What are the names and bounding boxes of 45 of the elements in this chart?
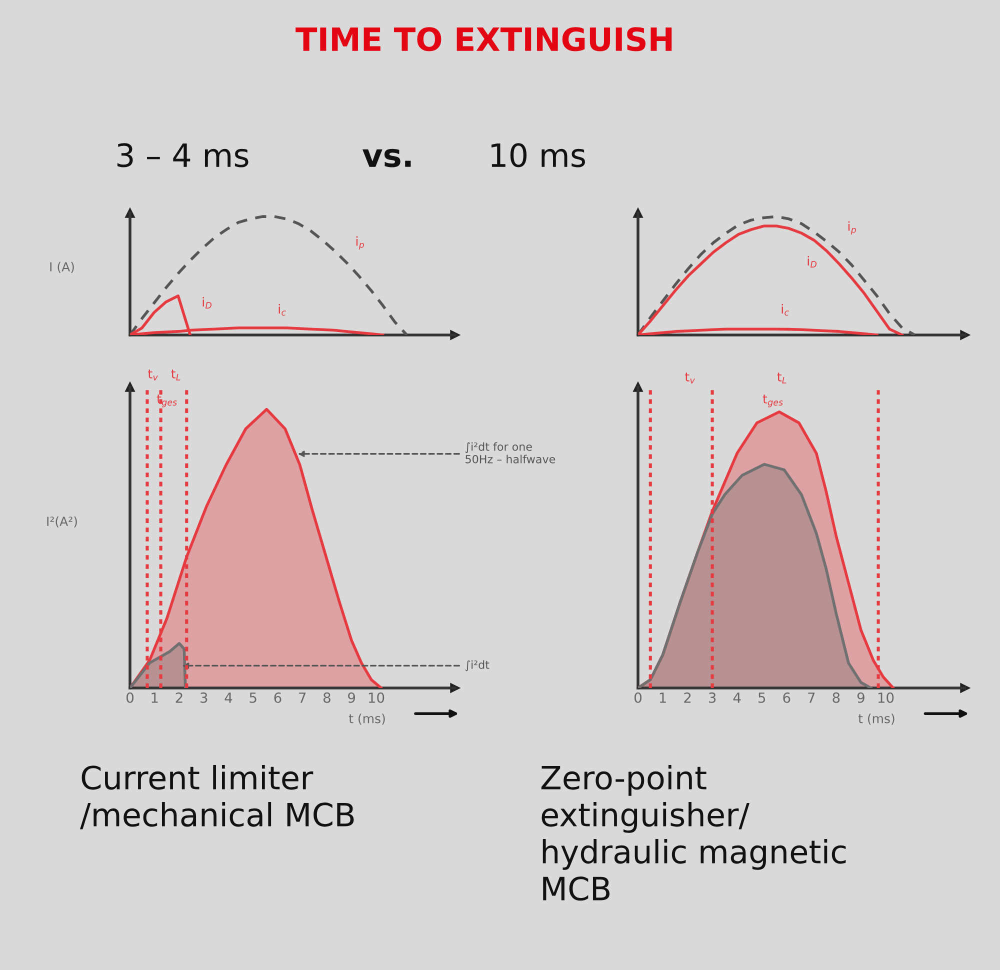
x-tick-label: 1 xyxy=(152,692,158,703)
x-tick-label: 6 xyxy=(274,692,282,703)
x-tick-label: 0 xyxy=(634,692,642,703)
text: vs. xyxy=(362,148,411,168)
x-axis-title: t (ms) xyxy=(348,714,385,725)
x-tick-label: 4 xyxy=(733,692,741,703)
chart-subtitle: 10 ms xyxy=(492,143,586,168)
annotation: i$_{D}$ xyxy=(202,296,212,308)
annotation: i$_{p}$ xyxy=(356,236,364,250)
y-axis-title: I²(A²) xyxy=(47,516,77,528)
x-tick-label: 5 xyxy=(758,692,766,703)
annotation: i$_{D}$ xyxy=(808,256,817,268)
x-tick-label: 0 xyxy=(126,692,134,703)
annotation: i$_{p}$ xyxy=(848,221,856,235)
x-tick-label: 2 xyxy=(176,692,182,703)
x-tick-label: 8 xyxy=(323,692,330,703)
x-tick-label: 2 xyxy=(684,692,691,703)
x-tick-label: 4 xyxy=(224,692,232,703)
annotation: i$_{c}$ xyxy=(278,304,286,316)
text: t$_{L}$ xyxy=(777,372,786,384)
x-tick-label: 7 xyxy=(808,692,815,703)
text: Zero-point extinguisher/ hydraulic magnetic MCB xyxy=(541,765,846,901)
x-tick-label: 3 xyxy=(708,692,716,703)
text: t$_{ges}$ xyxy=(762,394,783,408)
x-axis-title: t (ms) xyxy=(858,714,894,725)
text: Current limiter /mechanical MCB xyxy=(80,765,354,830)
text: t$_{L}$ xyxy=(171,370,180,380)
annotation: ∫i²dt for one 50Hz – halfwave xyxy=(465,442,556,464)
x-tick-label: 10 xyxy=(368,692,384,703)
x-tick-label: 1 xyxy=(660,692,666,703)
x-tick-label: 6 xyxy=(783,692,790,703)
chart-title: TIME TO EXTINGUISH xyxy=(296,27,672,52)
y-axis-title: I (A) xyxy=(50,262,74,273)
x-tick-label: 3 xyxy=(200,692,208,703)
x-tick-label: 7 xyxy=(299,692,306,703)
annotation: i$_{c}$ xyxy=(782,304,789,316)
annotation: ∫i²dt xyxy=(465,660,490,672)
text: t$_{v}$ xyxy=(148,370,158,380)
x-tick-label: 8 xyxy=(832,692,840,703)
x-tick-label: 9 xyxy=(348,692,356,703)
x-tick-label: 5 xyxy=(250,692,256,703)
x-tick-label: 10 xyxy=(878,692,894,703)
chart-subtitle: 3 – 4 ms xyxy=(117,143,248,168)
x-tick-label: 9 xyxy=(857,692,864,703)
text: t$_{v}$ xyxy=(685,372,695,384)
